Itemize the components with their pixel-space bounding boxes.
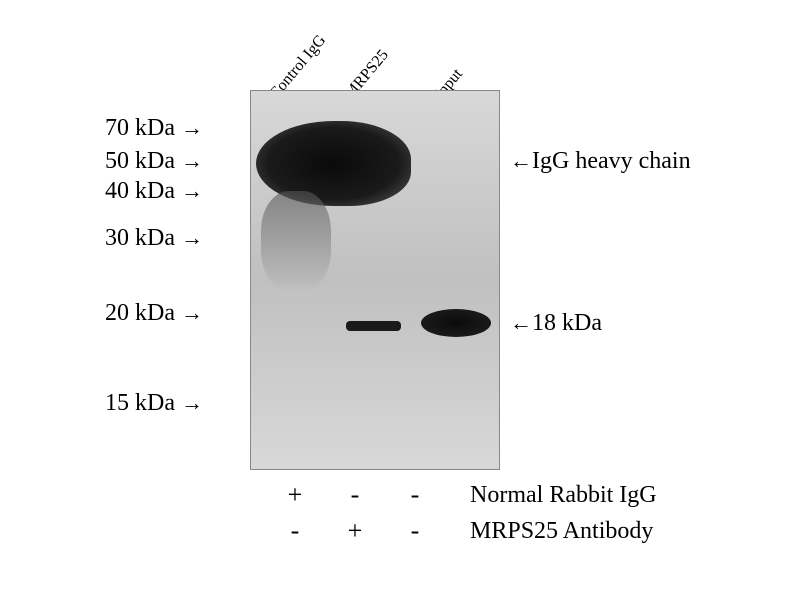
mw-label-15: 15 kDa xyxy=(105,390,175,416)
target-band-label: ←18 kDa xyxy=(510,310,602,337)
western-blot-image xyxy=(250,90,500,470)
mw-marker-30: 30 kDa → xyxy=(105,225,203,252)
sign-cell: - xyxy=(265,516,325,546)
table-row: - + - MRPS25 Antibody xyxy=(265,516,657,546)
mw-label-20: 20 kDa xyxy=(105,300,175,326)
row-label-normal-igg: Normal Rabbit IgG xyxy=(470,482,657,509)
mw-marker-50: 50 kDa → xyxy=(105,148,203,175)
mw-label-40: 40 kDa xyxy=(105,178,175,204)
table-row: + - - Normal Rabbit IgG xyxy=(265,480,657,510)
mw-marker-20: 20 kDa → xyxy=(105,300,203,327)
heavy-chain-text: IgG heavy chain xyxy=(532,148,691,174)
sign-cell: - xyxy=(385,516,445,546)
arrow-left-icon: ← xyxy=(510,148,532,174)
mrps25-band-input xyxy=(421,309,491,337)
target-band-text: 18 kDa xyxy=(532,310,602,336)
arrow-right-icon: → xyxy=(181,115,203,141)
mw-marker-40: 40 kDa → xyxy=(105,178,203,205)
arrow-left-icon: ← xyxy=(510,310,532,336)
arrow-right-icon: → xyxy=(181,178,203,204)
smear-region xyxy=(261,191,331,291)
arrow-right-icon: → xyxy=(181,390,203,416)
arrow-right-icon: → xyxy=(181,148,203,174)
antibody-table: + - - Normal Rabbit IgG - + - MRPS25 Ant… xyxy=(265,480,657,552)
mrps25-band-lane2 xyxy=(346,321,401,331)
heavy-chain-label: ←IgG heavy chain xyxy=(510,148,691,175)
mw-label-50: 50 kDa xyxy=(105,148,175,174)
row-label-mrps25-ab: MRPS25 Antibody xyxy=(470,518,653,545)
mw-label-30: 30 kDa xyxy=(105,225,175,251)
arrow-right-icon: → xyxy=(181,225,203,251)
mw-marker-70: 70 kDa → xyxy=(105,115,203,142)
mw-marker-15: 15 kDa → xyxy=(105,390,203,417)
mw-label-70: 70 kDa xyxy=(105,115,175,141)
sign-cell: - xyxy=(385,480,445,510)
sign-cell: + xyxy=(265,480,325,510)
arrow-right-icon: → xyxy=(181,300,203,326)
sign-cell: - xyxy=(325,480,385,510)
sign-cell: + xyxy=(325,516,385,546)
